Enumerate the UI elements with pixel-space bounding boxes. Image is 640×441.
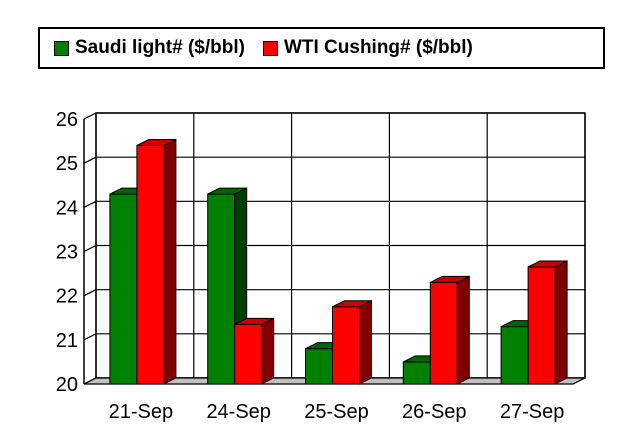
- y-tick-label: 21: [56, 330, 78, 352]
- grid-line-depth: [83, 200, 97, 208]
- bar-top: [527, 260, 568, 268]
- y-tick-label: 23: [56, 242, 78, 264]
- legend-label-wti: WTI Cushing# ($/bbl): [283, 37, 473, 58]
- bar-front: [500, 326, 529, 385]
- bar-front: [527, 266, 556, 385]
- bar-front: [207, 193, 236, 385]
- bar-front: [234, 323, 263, 385]
- grid-line-depth: [83, 289, 97, 297]
- y-tick-label: 26: [56, 109, 78, 131]
- bar-top: [207, 187, 247, 195]
- y-tick-label: 20: [56, 374, 78, 396]
- bar-top: [430, 275, 470, 283]
- grid-line-depth: [83, 156, 97, 164]
- y-tick-label: 22: [56, 286, 78, 308]
- bar-side: [261, 317, 275, 385]
- grid-line-depth: [83, 112, 97, 120]
- x-tick-label: 25-Sep: [304, 401, 369, 423]
- bar-side: [456, 275, 470, 385]
- bar-top: [332, 300, 372, 308]
- x-tick-label: 21-Sep: [109, 401, 174, 423]
- bar-front: [402, 361, 431, 385]
- bar-top: [234, 317, 274, 325]
- y-tick-label: 25: [56, 153, 78, 175]
- bar-front: [429, 281, 458, 385]
- x-tick-label: 24-Sep: [206, 401, 271, 423]
- bar-side: [359, 299, 372, 385]
- y-tick-label: 24: [56, 197, 78, 219]
- legend-item-saudi: Saudi light# ($/bbl): [54, 37, 245, 59]
- bar-top: [136, 139, 177, 146]
- legend-item-wti: WTI Cushing# ($/bbl): [262, 37, 473, 59]
- x-tick-label: 26-Sep: [402, 401, 467, 423]
- bar-front: [136, 145, 165, 385]
- bar-front: [305, 348, 333, 385]
- legend-swatch-saudi: [54, 40, 69, 56]
- grid-line-depth: [83, 244, 97, 253]
- bar-front: [332, 306, 360, 385]
- legend: Saudi light# ($/bbl) WTI Cushing# ($/bbl…: [38, 27, 605, 69]
- legend-swatch-wti: [262, 40, 278, 56]
- bar-side: [163, 138, 177, 385]
- bar-side: [554, 260, 568, 385]
- x-tick-label: 27-Sep: [500, 401, 565, 423]
- bar-front: [109, 193, 138, 385]
- legend-label-saudi: Saudi light# ($/bbl): [75, 37, 245, 58]
- grid-line-depth: [83, 333, 97, 341]
